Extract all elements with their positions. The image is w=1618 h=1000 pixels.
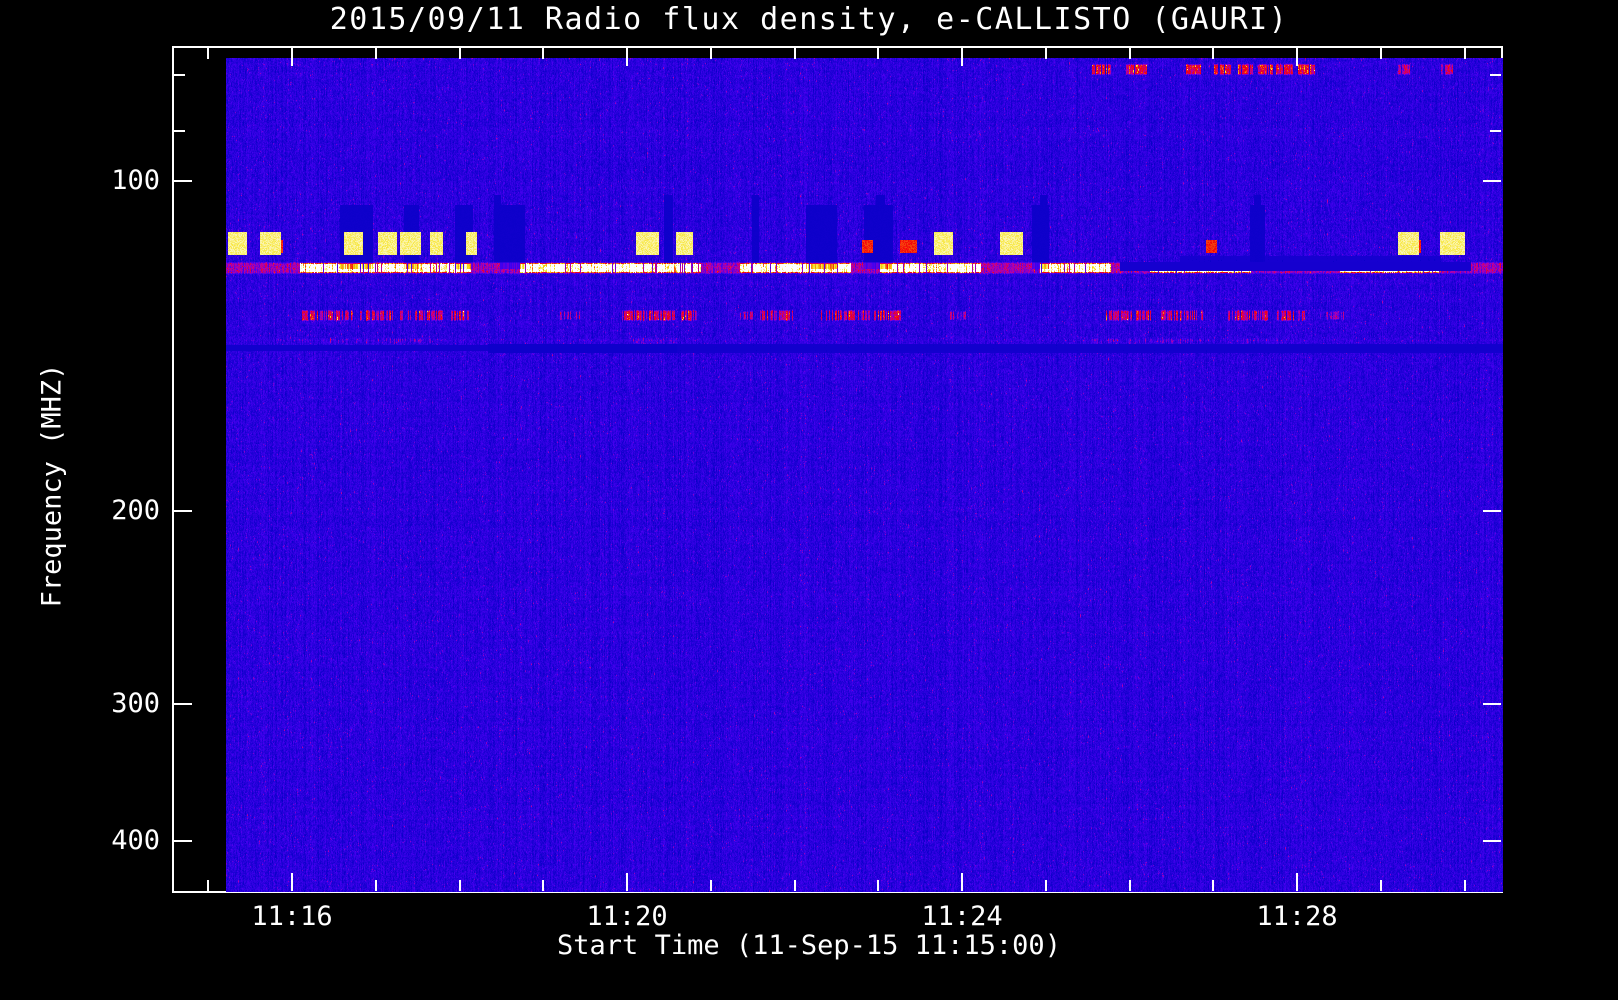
x-tick-11	[1212, 880, 1214, 891]
x-tick--1	[207, 880, 209, 891]
x-tick-top-0	[291, 48, 293, 66]
y-tick-right-400	[1483, 840, 1501, 842]
x-tick-top-12	[1296, 48, 1298, 66]
x-tick-3	[542, 880, 544, 891]
x-tick-top-4	[626, 48, 628, 66]
x-tick-0	[291, 873, 293, 891]
y-tick-label-100: 100	[111, 165, 160, 196]
y-tick-80	[174, 74, 185, 76]
y-tick-400	[174, 840, 192, 842]
y-tick-right-300	[1483, 703, 1501, 705]
x-tick-2	[459, 880, 461, 891]
x-tick-14	[1464, 880, 1466, 891]
x-tick-top-10	[1129, 48, 1131, 59]
y-axis-title: Frequency (MHZ)	[36, 363, 68, 608]
y-tick-300	[174, 703, 192, 705]
x-tick-10	[1129, 880, 1131, 891]
x-tick-9	[1045, 880, 1047, 891]
y-tick-right-200	[1483, 510, 1501, 512]
x-tick-4	[626, 873, 628, 891]
x-tick-top-5	[710, 48, 712, 59]
x-tick-1	[375, 880, 377, 891]
x-tick-8	[961, 873, 963, 891]
y-tick-right-80	[1490, 74, 1501, 76]
x-tick-5	[710, 880, 712, 891]
x-tick-top-11	[1212, 48, 1214, 59]
x-tick-top-8	[961, 48, 963, 66]
x-tick-13	[1380, 880, 1382, 891]
x-tick-6	[794, 880, 796, 891]
x-tick-12	[1296, 873, 1298, 891]
x-tick-top-6	[794, 48, 796, 59]
x-tick-top--1	[207, 48, 209, 59]
x-tick-top-3	[542, 48, 544, 59]
x-tick-top-7	[877, 48, 879, 59]
spectrogram-canvas	[226, 58, 1503, 892]
x-tick-top-14	[1464, 48, 1466, 59]
y-tick-label-200: 200	[111, 495, 160, 526]
y-tick-100	[174, 180, 192, 182]
y-tick-right-90	[1490, 130, 1501, 132]
x-tick-label-11-20: 11:20	[586, 901, 668, 932]
x-tick-label-11-28: 11:28	[1256, 901, 1338, 932]
x-tick-top-1	[375, 48, 377, 59]
y-tick-right-100	[1483, 180, 1501, 182]
y-tick-200	[174, 510, 192, 512]
page-title: 2015/09/11 Radio flux density, e-CALLIST…	[329, 2, 1289, 37]
x-tick-label-11-24: 11:24	[921, 901, 1003, 932]
y-tick-label-400: 400	[111, 825, 160, 856]
x-tick-top-13	[1380, 48, 1382, 59]
x-tick-7	[877, 880, 879, 891]
y-tick-label-300: 300	[111, 688, 160, 719]
x-tick-top-9	[1045, 48, 1047, 59]
x-axis-title: Start Time (11-Sep-15 11:15:00)	[557, 930, 1061, 961]
x-tick-label-11-16: 11:16	[251, 901, 333, 932]
y-tick-90	[174, 130, 185, 132]
x-tick-top-2	[459, 48, 461, 59]
